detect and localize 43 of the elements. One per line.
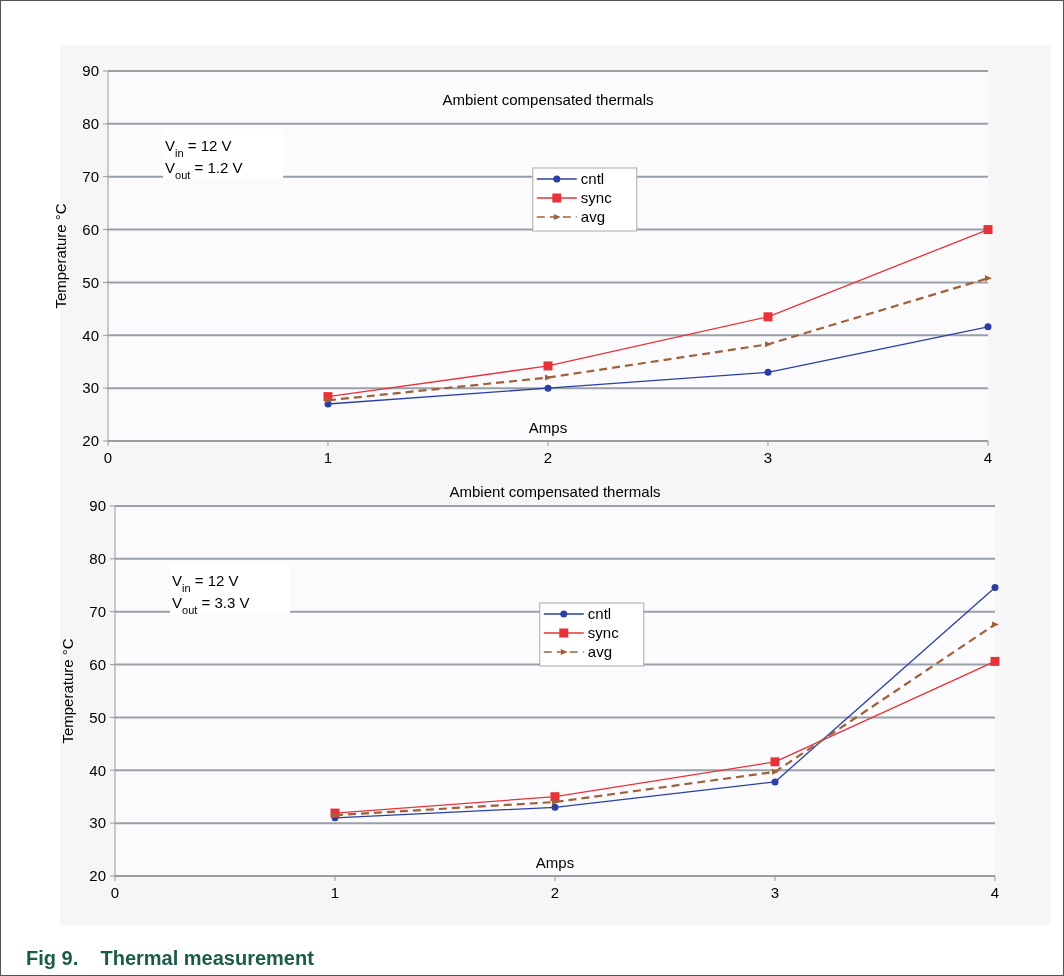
legend-label: cntl	[580, 170, 605, 187]
legend-label: sync	[580, 189, 613, 206]
y-axis-title: Temperature °C	[52, 203, 69, 309]
text: Ambient compensated thermals	[442, 91, 654, 108]
annotation: V$_{out}$ = 3.3 V	[172, 594, 250, 616]
legend-label: cntl	[587, 605, 612, 622]
x-tick-label: 0	[110, 884, 120, 901]
y-tick-label: 40	[82, 326, 99, 344]
chart-title: Ambient compensated thermals	[449, 483, 661, 500]
y-tick-label: 90	[82, 62, 99, 80]
y-tick-label: 80	[89, 550, 106, 568]
annotation: V$_{out}$ = 1.2 V	[165, 159, 243, 181]
x-tick-label: 0	[103, 449, 113, 466]
annotation: V$_{in}$ = 12 V	[172, 572, 239, 594]
x-tick-label: 1	[330, 884, 340, 901]
y-tick-label: 40	[89, 761, 106, 779]
y-tick-label: 60	[89, 655, 106, 673]
caption: Fig 9. Thermal measurement	[26, 947, 315, 969]
y-tick-label: 80	[82, 115, 99, 133]
y-tick-label: 60	[82, 220, 99, 238]
y-tick-label: 30	[82, 379, 99, 397]
x-tick-label: 3	[763, 449, 773, 466]
y-tick-label: 20	[82, 432, 99, 450]
y-tick-label: 50	[89, 708, 106, 726]
x-tick-label: 4	[990, 884, 1000, 901]
annotation: V$_{in}$ = 12 V	[165, 137, 232, 159]
x-tick-label: 2	[543, 449, 553, 466]
legend-label: avg	[587, 643, 612, 660]
legend-label: avg	[580, 208, 605, 225]
y-tick-label: 70	[82, 167, 99, 185]
y-tick-label: 30	[89, 814, 106, 832]
x-axis-title: Amps	[528, 419, 568, 436]
x-axis-title: Amps	[535, 854, 575, 871]
x-tick-label: 2	[550, 884, 560, 901]
y-tick-label: 20	[89, 867, 106, 885]
x-tick-label: 4	[983, 449, 993, 466]
y-axis-title: Temperature °C	[59, 638, 76, 744]
y-tick-label: 90	[89, 497, 106, 515]
legend-label: sync	[587, 624, 620, 641]
y-tick-label: 70	[89, 602, 106, 620]
x-tick-label: 3	[770, 884, 780, 901]
y-tick-label: 50	[82, 273, 99, 291]
x-tick-label: 1	[323, 449, 333, 466]
